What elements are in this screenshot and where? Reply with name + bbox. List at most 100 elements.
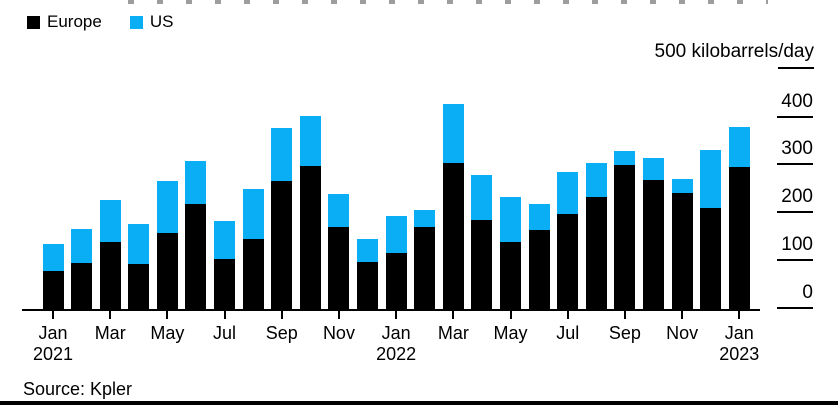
x-tick-May: [509, 311, 512, 319]
x-tick-year: 2021: [32, 344, 74, 364]
bar-us-Aug-2022: [585, 163, 607, 197]
x-tick-month: May: [493, 323, 528, 343]
bar-europe-Jan-2022: [385, 253, 407, 309]
x-tick-month: Jan: [38, 323, 68, 343]
y-tick-label-100: 100: [781, 234, 813, 256]
x-tick-label-Jan2021: Jan 2021: [13, 323, 93, 365]
x-tick-month: Jul: [556, 323, 580, 343]
x-tick-Sep: [623, 311, 626, 319]
legend-label-us: US: [149, 12, 174, 31]
bar-europe-Jun-2021: [185, 204, 207, 309]
bar-europe-Jan-2023: [728, 167, 750, 309]
bar-us-Dec-2022: [700, 150, 722, 208]
x-tick-Jan2021: [52, 311, 54, 319]
bar-us-Jan-2021: [42, 244, 64, 271]
x-tick-month: Nov: [322, 323, 355, 343]
bar-europe-May-2021: [156, 233, 178, 309]
legend-item-europe: Europe: [27, 12, 102, 32]
bar-us-Oct-2021: [299, 116, 321, 166]
x-tick-Jul: [223, 311, 226, 319]
bar-us-Aug-2021: [242, 189, 264, 239]
y-tick-line-200: [777, 211, 813, 214]
x-tick-May: [166, 311, 169, 319]
bar-us-Dec-2021: [357, 239, 379, 262]
bar-europe-Apr-2022: [471, 220, 493, 309]
x-tick-label-Jul: Jul: [528, 323, 608, 344]
x-tick-month: Sep: [608, 323, 641, 343]
bar-europe-Jan-2021: [42, 271, 64, 309]
bar-europe-Dec-2021: [357, 262, 379, 309]
bar-us-Oct-2022: [643, 158, 665, 180]
bar-us-Jul-2021: [214, 221, 236, 259]
bar-us-Mar-2022: [442, 104, 464, 163]
bar-us-Nov-2022: [671, 179, 693, 193]
x-tick-month: Nov: [666, 323, 699, 343]
legend-item-us: US: [129, 12, 174, 32]
x-tick-label-Nov: Nov: [299, 323, 379, 344]
x-tick-Jan2022: [395, 311, 398, 319]
bar-us-Jun-2022: [528, 204, 550, 230]
bar-europe-Mar-2022: [442, 163, 464, 309]
x-tick-label-Sep: Sep: [585, 323, 665, 344]
bar-us-Mar-2021: [99, 200, 121, 242]
y-axis-tick-500: [778, 67, 814, 69]
legend-swatch-europe: [27, 15, 40, 29]
x-tick-Jan2023: [738, 311, 741, 319]
x-tick-Mar: [452, 311, 455, 319]
bar-europe-Oct-2022: [643, 180, 665, 309]
bar-europe-Feb-2021: [71, 263, 93, 309]
bar-europe-Dec-2022: [700, 208, 722, 309]
bar-europe-Feb-2022: [414, 227, 436, 309]
x-tick-label-May: May: [127, 323, 207, 344]
x-axis-line: [22, 309, 760, 311]
bar-europe-Nov-2022: [671, 193, 693, 309]
bar-europe-Jul-2021: [214, 259, 236, 309]
bar-europe-Aug-2021: [242, 239, 264, 309]
x-tick-label-May: May: [471, 323, 551, 344]
x-tick-Sep: [280, 311, 283, 319]
x-tick-label-Jul: Jul: [185, 323, 265, 344]
bar-europe-May-2022: [500, 242, 522, 309]
x-tick-month: Jan: [724, 323, 754, 343]
bar-europe-Apr-2021: [128, 264, 150, 309]
bar-europe-Nov-2021: [328, 227, 350, 309]
y-tick-line-300: [777, 163, 813, 166]
y-tick-line-400: [777, 115, 813, 118]
bar-us-Sep-2021: [271, 128, 293, 181]
y-tick-label-400: 400: [781, 90, 813, 112]
bar-us-Jan-2022: [385, 216, 407, 253]
bar-us-Apr-2021: [128, 224, 150, 264]
x-tick-label-Sep: Sep: [242, 323, 322, 344]
x-tick-month: Sep: [265, 323, 298, 343]
x-tick-Nov: [681, 311, 684, 319]
y-tick-line-0: [777, 307, 813, 309]
source-label: Source: Kpler: [23, 379, 133, 399]
x-tick-month: Jan: [381, 323, 411, 343]
bar-europe-Sep-2021: [271, 181, 293, 309]
x-tick-year: 2023: [719, 344, 760, 364]
x-tick-label-Jan2022: Jan 2022: [356, 323, 436, 365]
bar-us-Jan-2023: [728, 127, 750, 167]
x-tick-label-Mar: Mar: [70, 323, 150, 344]
x-tick-Nov: [337, 311, 340, 319]
bar-europe-Sep-2022: [614, 165, 636, 309]
x-tick-label-Nov: Nov: [642, 323, 722, 344]
bar-europe-Aug-2022: [585, 197, 607, 309]
bar-us-Jul-2022: [557, 172, 579, 214]
bar-us-Feb-2021: [71, 229, 93, 263]
legend-swatch-us: [129, 15, 143, 29]
bar-europe-Jun-2022: [528, 230, 550, 309]
legend: Europe US: [27, 12, 173, 32]
y-tick-label-300: 300: [781, 138, 813, 160]
x-tick-label-Jan2023: Jan 2023: [699, 323, 779, 365]
bar-europe-Jul-2022: [557, 214, 579, 309]
bar-europe-Oct-2021: [299, 166, 321, 309]
y-tick-label-0: 0: [802, 282, 813, 303]
x-tick-year: 2022: [376, 344, 417, 364]
x-tick-Mar: [109, 311, 112, 319]
bar-us-Nov-2021: [328, 194, 350, 227]
bar-us-Feb-2022: [414, 210, 436, 227]
bar-us-May-2021: [156, 181, 178, 233]
x-tick-month: Mar: [437, 323, 469, 343]
